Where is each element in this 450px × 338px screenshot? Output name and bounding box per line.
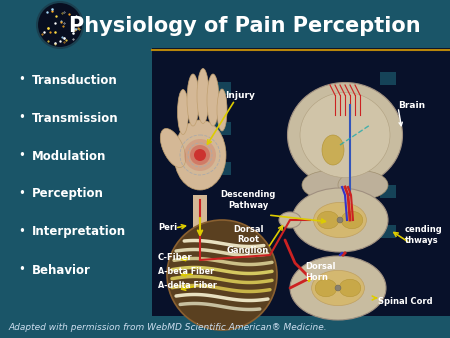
Text: cending
thways: cending thways xyxy=(405,225,443,245)
Ellipse shape xyxy=(217,89,227,131)
Ellipse shape xyxy=(197,69,209,123)
Text: •: • xyxy=(18,225,25,239)
Ellipse shape xyxy=(177,90,189,135)
Bar xyxy=(0,0,450,48)
Bar xyxy=(380,185,396,198)
Text: Interpretation: Interpretation xyxy=(32,225,126,239)
Ellipse shape xyxy=(292,188,388,252)
Ellipse shape xyxy=(302,171,352,199)
Ellipse shape xyxy=(160,128,186,168)
Text: Physiology of Pain Perception: Physiology of Pain Perception xyxy=(69,16,421,36)
Circle shape xyxy=(190,145,210,165)
Circle shape xyxy=(337,217,343,223)
Text: Brain: Brain xyxy=(398,100,425,110)
Text: Perception: Perception xyxy=(32,188,104,200)
Bar xyxy=(0,48,152,316)
Text: A-delta Fiber: A-delta Fiber xyxy=(158,282,217,290)
Text: Dorsal
Horn: Dorsal Horn xyxy=(305,262,336,282)
Ellipse shape xyxy=(341,211,363,229)
Text: •: • xyxy=(18,188,25,200)
Circle shape xyxy=(194,149,206,161)
Ellipse shape xyxy=(311,270,364,306)
Text: Dorsal
Root
Ganglion: Dorsal Root Ganglion xyxy=(227,225,269,255)
Ellipse shape xyxy=(300,93,390,177)
Text: •: • xyxy=(18,264,25,276)
Text: •: • xyxy=(18,73,25,87)
Ellipse shape xyxy=(174,120,226,190)
Bar xyxy=(193,195,207,250)
Text: Descending
Pathway: Descending Pathway xyxy=(220,190,276,210)
Ellipse shape xyxy=(187,74,199,126)
Ellipse shape xyxy=(279,212,301,228)
Bar xyxy=(380,225,396,238)
Text: •: • xyxy=(18,112,25,124)
Ellipse shape xyxy=(290,256,386,320)
Ellipse shape xyxy=(339,279,361,297)
Ellipse shape xyxy=(322,135,344,165)
Text: Adapted with permission from WebMD Scientific American® Medicine.: Adapted with permission from WebMD Scien… xyxy=(8,322,327,332)
Ellipse shape xyxy=(315,279,337,297)
Circle shape xyxy=(167,220,277,330)
Text: A-beta Fiber: A-beta Fiber xyxy=(158,267,214,276)
Text: Transduction: Transduction xyxy=(32,73,118,87)
Bar xyxy=(215,82,231,95)
Bar xyxy=(337,190,353,220)
Ellipse shape xyxy=(338,171,388,199)
Circle shape xyxy=(184,139,216,171)
Ellipse shape xyxy=(288,82,402,188)
Circle shape xyxy=(37,2,83,48)
Text: C-Fiber: C-Fiber xyxy=(158,254,193,263)
Bar xyxy=(380,72,396,85)
Text: Behavior: Behavior xyxy=(32,264,91,276)
Bar xyxy=(380,112,396,125)
Bar xyxy=(215,122,231,135)
Text: •: • xyxy=(18,149,25,163)
Circle shape xyxy=(335,285,341,291)
Bar xyxy=(152,48,450,316)
Text: Modulation: Modulation xyxy=(32,149,106,163)
Bar xyxy=(0,316,450,338)
Bar xyxy=(215,162,231,175)
Text: Transmission: Transmission xyxy=(32,112,119,124)
Text: Injury: Injury xyxy=(225,91,255,99)
Ellipse shape xyxy=(207,74,219,126)
Ellipse shape xyxy=(314,202,366,238)
Text: Peri: Peri xyxy=(158,223,177,233)
Text: Spinal Cord: Spinal Cord xyxy=(378,297,432,307)
Ellipse shape xyxy=(317,211,339,229)
